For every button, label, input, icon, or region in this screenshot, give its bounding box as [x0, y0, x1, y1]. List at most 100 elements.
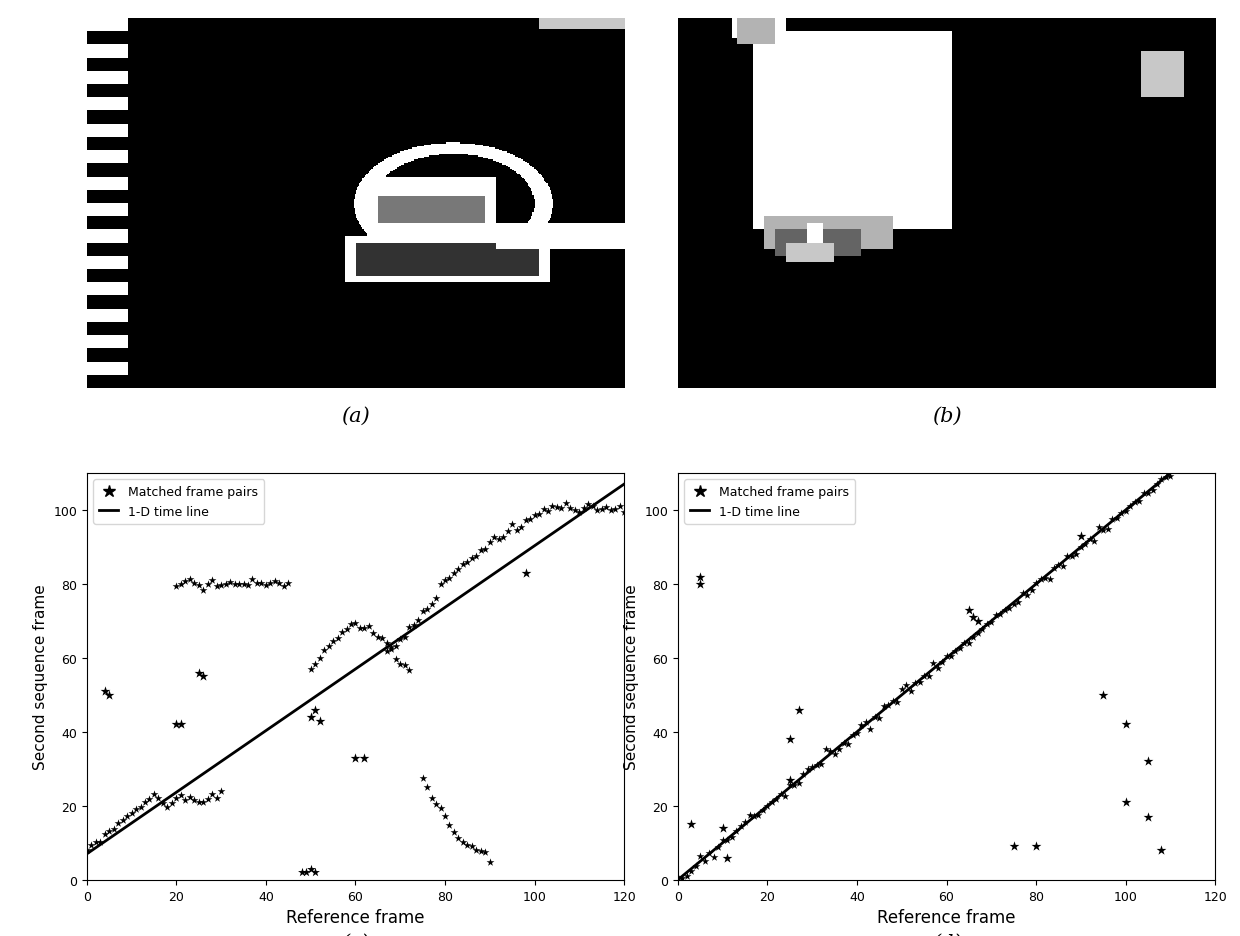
Point [1061, 549, 1081, 564]
Point [265, 574, 285, 589]
Point [391, 657, 410, 672]
Point [175, 793, 195, 808]
Point [185, 576, 205, 591]
Point [144, 786, 164, 801]
Point [704, 849, 724, 864]
Point [399, 620, 419, 635]
Point [180, 789, 200, 804]
Point [591, 502, 611, 517]
Point [494, 530, 513, 545]
Point [382, 639, 402, 654]
Point [1161, 469, 1180, 484]
Point [435, 809, 455, 824]
Point [305, 865, 325, 880]
Point [1094, 523, 1114, 538]
Point [1125, 495, 1145, 510]
Point [193, 583, 213, 598]
Point [753, 802, 773, 817]
Point [255, 578, 275, 593]
Y-axis label: Second sequence frame: Second sequence frame [624, 584, 639, 769]
Point [968, 625, 988, 640]
Point [453, 835, 472, 850]
Point [552, 501, 572, 516]
Legend: Matched frame pairs, 1-D time line: Matched frame pairs, 1-D time line [684, 480, 856, 524]
Point [883, 694, 903, 709]
Point [843, 728, 863, 743]
Point [905, 676, 925, 691]
Point [94, 684, 114, 699]
Point [1138, 754, 1158, 769]
Point [305, 657, 325, 672]
Point [301, 709, 321, 724]
Point [744, 809, 764, 824]
Point [682, 864, 702, 879]
Point [766, 791, 786, 806]
Point [749, 808, 769, 823]
Point [1044, 561, 1064, 576]
Point [185, 793, 205, 808]
Point [1027, 839, 1047, 854]
Point [1075, 536, 1095, 551]
Point [520, 512, 539, 527]
Point [1017, 588, 1037, 603]
Point [775, 789, 795, 804]
Point [77, 842, 97, 857]
Point [117, 809, 136, 824]
Point [861, 722, 880, 737]
Point [780, 732, 800, 747]
Point [1013, 586, 1033, 601]
Point [1004, 839, 1024, 854]
Point [923, 656, 944, 671]
Point [1116, 795, 1136, 810]
Point [126, 801, 146, 816]
Point [149, 791, 169, 806]
Point [82, 838, 102, 853]
Point [327, 631, 347, 646]
Point [605, 502, 625, 517]
Point [547, 500, 567, 515]
Point [171, 788, 191, 803]
Point [596, 500, 616, 515]
Point [346, 616, 366, 631]
Text: (c): (c) [341, 932, 370, 936]
Point [355, 751, 374, 766]
Point [516, 565, 536, 580]
Point [1049, 558, 1069, 573]
Point [691, 577, 711, 592]
Point [910, 675, 930, 690]
Point [972, 622, 992, 637]
Point [1130, 494, 1149, 509]
Point [565, 503, 585, 518]
Point [1039, 572, 1059, 587]
Point [430, 800, 450, 815]
Point [614, 505, 634, 520]
Point [386, 651, 405, 666]
Point [869, 711, 889, 726]
Point [166, 791, 186, 806]
Point [1102, 512, 1122, 527]
Point [866, 709, 885, 724]
Point [319, 639, 339, 654]
Point [986, 607, 1006, 622]
Point [722, 830, 742, 845]
Point [672, 870, 692, 885]
Point [525, 507, 544, 522]
Point [408, 612, 428, 627]
Point [382, 642, 402, 657]
Point [435, 574, 455, 589]
Point [221, 575, 241, 590]
Point [188, 578, 208, 592]
Point [104, 822, 124, 837]
Point [892, 682, 911, 697]
Point [99, 824, 119, 839]
Point [291, 865, 311, 880]
Point [422, 597, 441, 612]
Point [977, 617, 997, 632]
Point [914, 669, 934, 684]
Point [86, 835, 105, 850]
Point [497, 524, 517, 539]
Point [247, 576, 267, 591]
Point [999, 601, 1019, 616]
Point [301, 861, 321, 876]
Point [310, 713, 330, 728]
